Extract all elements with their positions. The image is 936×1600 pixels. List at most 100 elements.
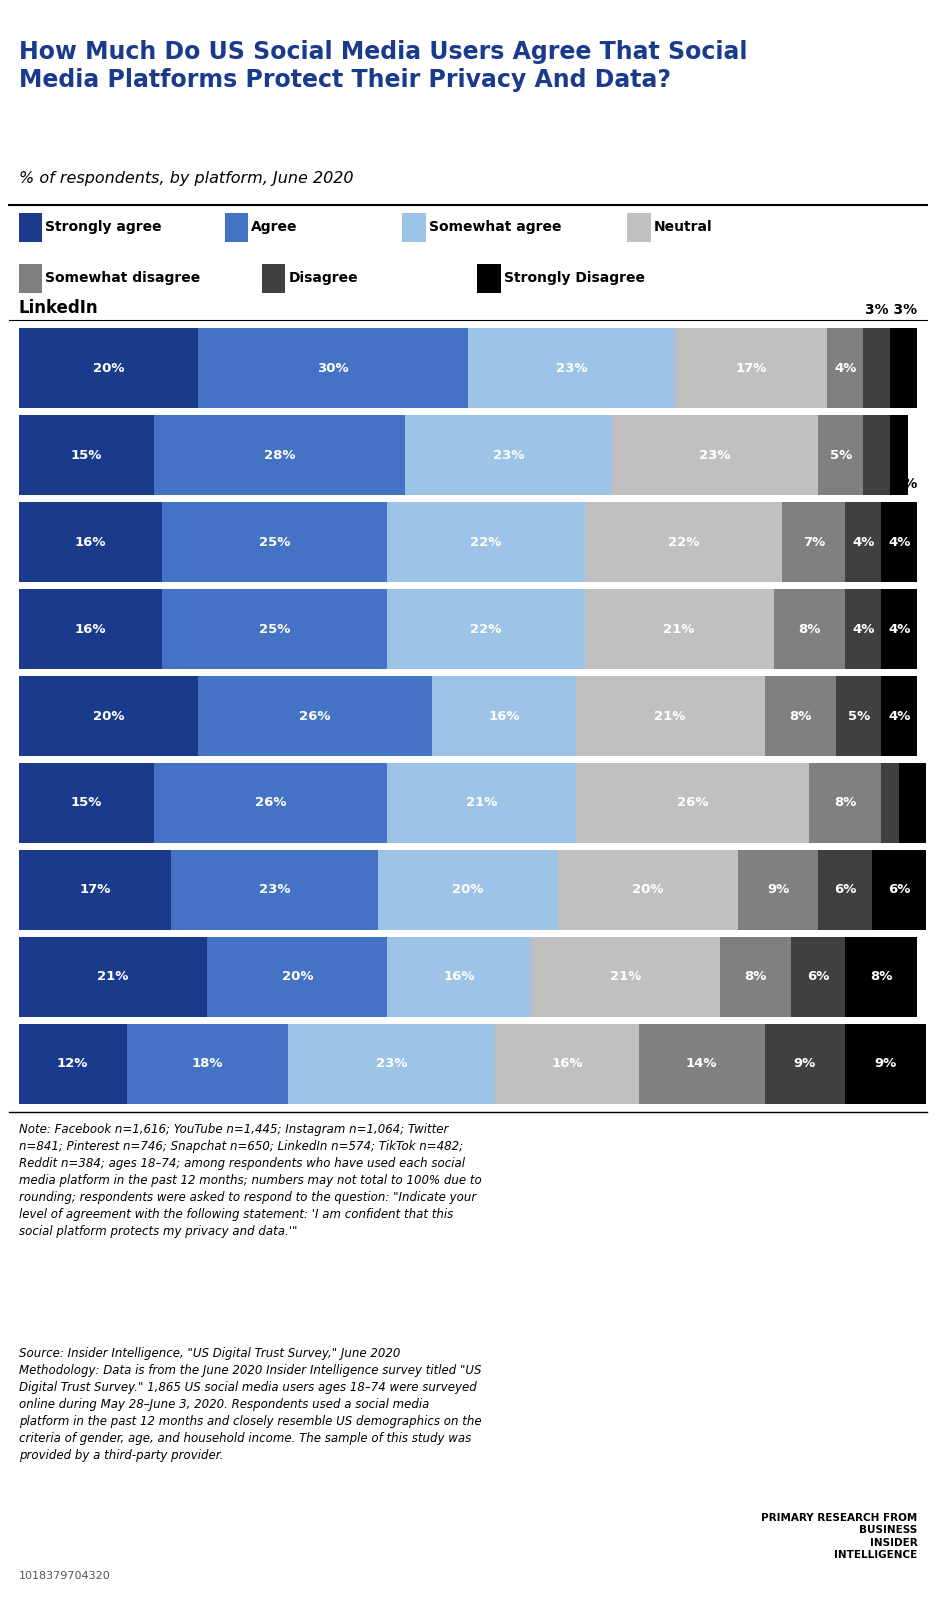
Text: 26%: 26% — [255, 797, 286, 810]
FancyBboxPatch shape — [405, 414, 612, 496]
Text: Reddit: Reddit — [19, 734, 80, 752]
FancyBboxPatch shape — [882, 763, 899, 843]
FancyBboxPatch shape — [19, 328, 198, 408]
Text: 23%: 23% — [556, 362, 587, 374]
FancyBboxPatch shape — [627, 213, 651, 242]
Text: 22%: 22% — [470, 622, 502, 635]
FancyBboxPatch shape — [872, 850, 927, 930]
FancyBboxPatch shape — [792, 938, 845, 1018]
FancyBboxPatch shape — [19, 589, 163, 669]
Text: 4%: 4% — [888, 536, 911, 549]
Text: 8%: 8% — [870, 970, 893, 984]
FancyBboxPatch shape — [198, 675, 432, 757]
Text: Snapchat: Snapchat — [19, 646, 106, 666]
Text: 6% 6%: 6% 6% — [865, 824, 917, 838]
FancyBboxPatch shape — [845, 502, 882, 582]
FancyBboxPatch shape — [890, 328, 917, 408]
Text: 4%: 4% — [852, 622, 874, 635]
FancyBboxPatch shape — [531, 938, 720, 1018]
FancyBboxPatch shape — [738, 850, 818, 930]
Text: 6%: 6% — [807, 970, 829, 984]
FancyBboxPatch shape — [845, 1024, 927, 1104]
Text: 23%: 23% — [259, 883, 290, 896]
Text: Twitter: Twitter — [19, 821, 85, 838]
Text: 4%: 4% — [888, 622, 911, 635]
Text: 21%: 21% — [609, 970, 641, 984]
FancyBboxPatch shape — [882, 675, 917, 757]
FancyBboxPatch shape — [388, 589, 585, 669]
Text: 21%: 21% — [654, 709, 686, 723]
Text: 2% 3%: 2% 3% — [865, 738, 917, 752]
Text: 6%: 6% — [834, 883, 856, 896]
FancyBboxPatch shape — [19, 502, 163, 582]
Text: 7%: 7% — [803, 536, 825, 549]
FancyBboxPatch shape — [882, 589, 917, 669]
Text: 16%: 16% — [551, 1058, 582, 1070]
FancyBboxPatch shape — [388, 938, 531, 1018]
FancyBboxPatch shape — [765, 1024, 845, 1104]
Text: 4% 4%: 4% 4% — [865, 477, 917, 491]
FancyBboxPatch shape — [288, 1024, 495, 1104]
FancyBboxPatch shape — [576, 763, 810, 843]
FancyBboxPatch shape — [827, 328, 863, 408]
Text: 22%: 22% — [470, 536, 502, 549]
FancyBboxPatch shape — [558, 850, 738, 930]
Text: 20%: 20% — [632, 883, 664, 896]
Text: 4%: 4% — [888, 709, 911, 723]
Text: 4%: 4% — [834, 362, 856, 374]
FancyBboxPatch shape — [432, 675, 576, 757]
Text: TikTok: TikTok — [19, 907, 79, 925]
Text: Somewhat agree: Somewhat agree — [429, 221, 562, 234]
FancyBboxPatch shape — [495, 1024, 638, 1104]
FancyBboxPatch shape — [19, 264, 42, 293]
FancyBboxPatch shape — [585, 502, 782, 582]
Text: 26%: 26% — [677, 797, 709, 810]
FancyBboxPatch shape — [225, 213, 248, 242]
Text: YouTube: YouTube — [19, 474, 97, 491]
FancyBboxPatch shape — [198, 328, 468, 408]
FancyBboxPatch shape — [19, 763, 154, 843]
Text: Pinterest: Pinterest — [19, 386, 105, 403]
Text: 8%: 8% — [744, 970, 767, 984]
FancyBboxPatch shape — [782, 502, 845, 582]
Text: How Much Do US Social Media Users Agree That Social
Media Platforms Protect Thei: How Much Do US Social Media Users Agree … — [19, 40, 747, 91]
Text: 8%: 8% — [789, 709, 812, 723]
FancyBboxPatch shape — [818, 414, 863, 496]
FancyBboxPatch shape — [208, 938, 388, 1018]
FancyBboxPatch shape — [126, 1024, 288, 1104]
FancyBboxPatch shape — [19, 675, 198, 757]
FancyBboxPatch shape — [612, 414, 818, 496]
Text: 22%: 22% — [668, 536, 699, 549]
Text: 9%: 9% — [875, 1058, 897, 1070]
FancyBboxPatch shape — [837, 675, 882, 757]
FancyBboxPatch shape — [468, 328, 675, 408]
FancyBboxPatch shape — [19, 938, 208, 1018]
FancyBboxPatch shape — [585, 589, 773, 669]
Text: 23%: 23% — [699, 448, 731, 462]
Text: 6% 8%: 6% 8% — [865, 912, 917, 925]
Text: Disagree: Disagree — [288, 272, 358, 285]
Text: Agree: Agree — [251, 221, 298, 234]
FancyBboxPatch shape — [576, 675, 765, 757]
Text: 5% 4%: 5% 4% — [865, 651, 917, 666]
FancyBboxPatch shape — [262, 264, 285, 293]
Text: 25%: 25% — [259, 622, 290, 635]
FancyBboxPatch shape — [882, 502, 917, 582]
Text: Source: Insider Intelligence, "US Digital Trust Survey," June 2020
Methodology: : Source: Insider Intelligence, "US Digita… — [19, 1347, 481, 1462]
Text: 9% 9%: 9% 9% — [865, 998, 917, 1013]
Text: 3% 3%: 3% 3% — [865, 302, 917, 317]
FancyBboxPatch shape — [810, 763, 882, 843]
Text: 15%: 15% — [70, 797, 102, 810]
Text: 20%: 20% — [93, 362, 124, 374]
FancyBboxPatch shape — [388, 502, 585, 582]
Text: 6%: 6% — [888, 883, 911, 896]
FancyBboxPatch shape — [845, 938, 917, 1018]
Text: Neutral: Neutral — [653, 221, 712, 234]
FancyBboxPatch shape — [818, 850, 872, 930]
FancyBboxPatch shape — [378, 850, 558, 930]
FancyBboxPatch shape — [154, 763, 388, 843]
Text: 16%: 16% — [489, 709, 519, 723]
Text: 26%: 26% — [300, 709, 331, 723]
Text: 18%: 18% — [192, 1058, 223, 1070]
Text: 8%: 8% — [834, 797, 856, 810]
